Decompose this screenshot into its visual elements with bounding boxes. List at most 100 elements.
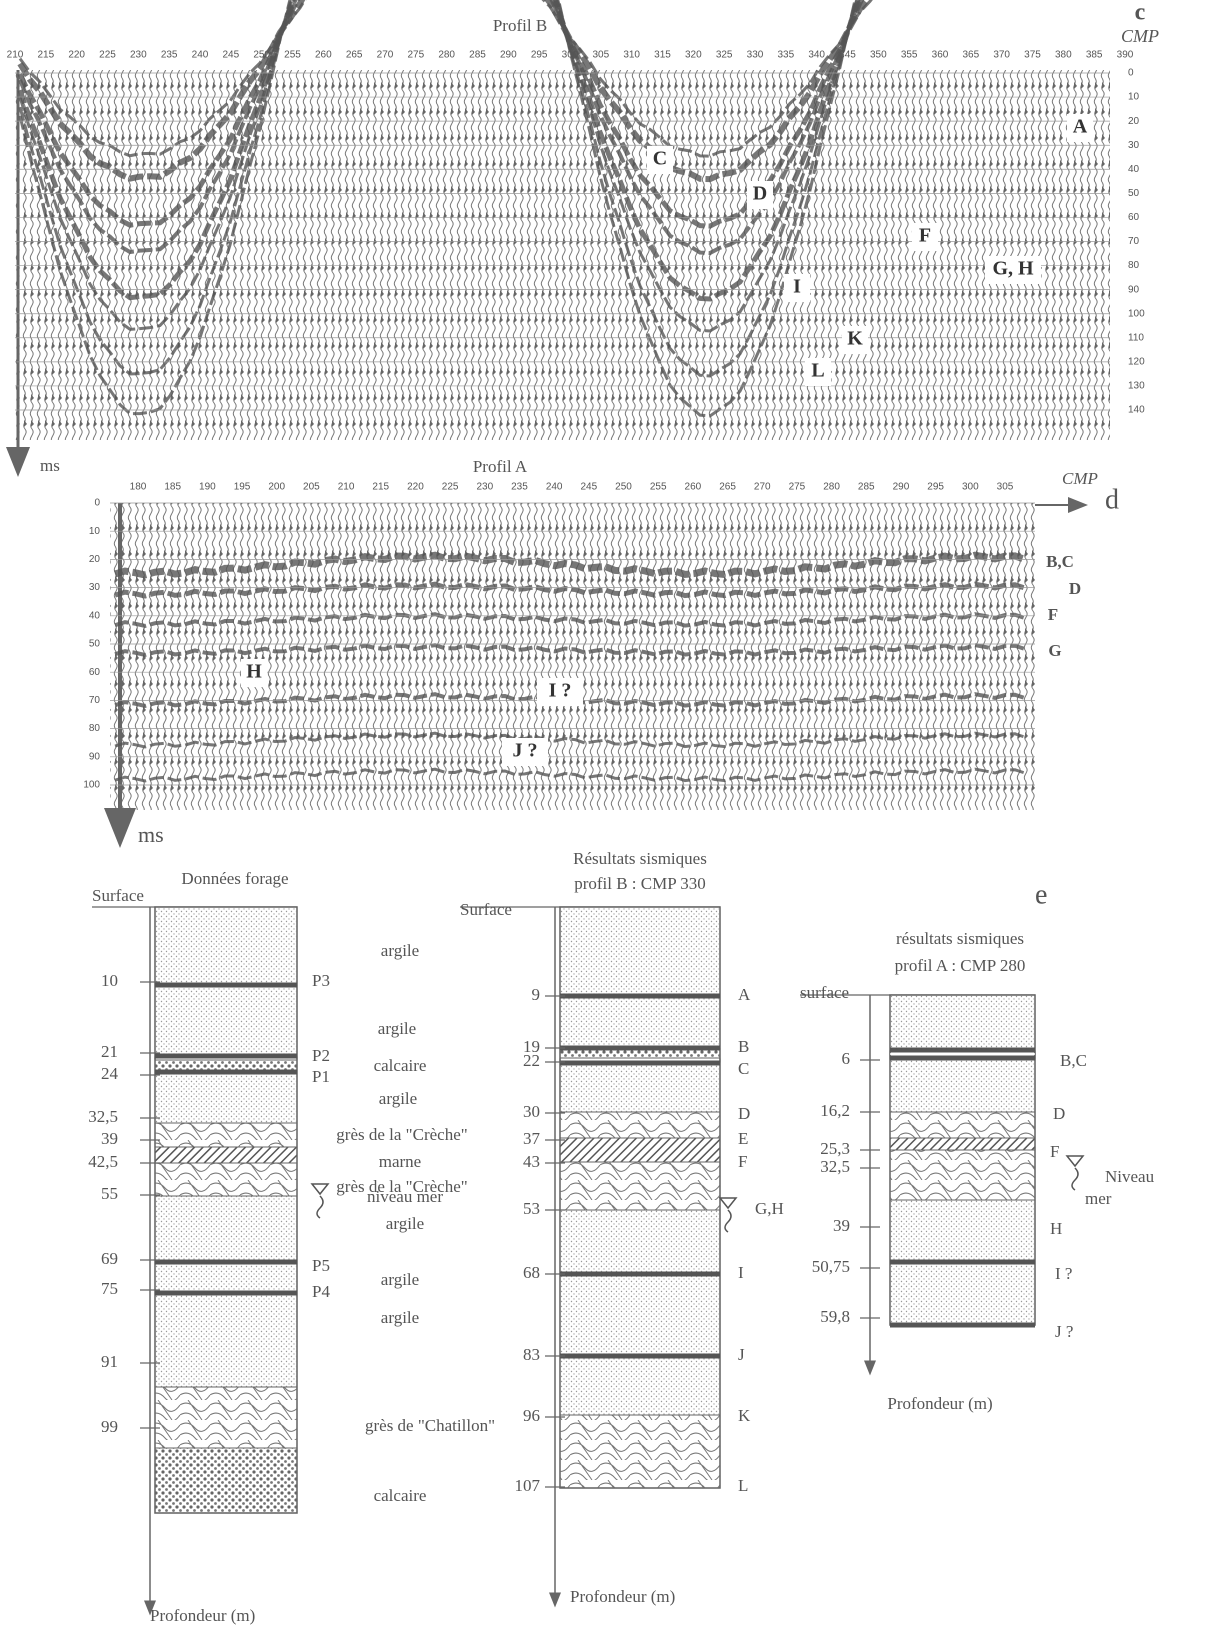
panel-label: c [1135,0,1146,26]
layer-label: grès de "Chatillon" [365,1416,495,1435]
y-tick-label: 110 [1128,332,1144,343]
y-tick-label: 20 [1128,116,1140,127]
layer-label: P4 [312,1282,330,1301]
horizon-label: J ? [513,740,538,762]
seismic-section [110,503,1035,810]
horizon-label: K [847,328,863,350]
layer-label: L [738,1476,748,1495]
log-title: Résultats sismiques [573,849,707,868]
depth-label: 21 [101,1042,118,1061]
x-tick-label: 250 [253,50,270,61]
layer [154,1122,298,1148]
x-tick-label: 370 [993,50,1010,61]
y-tick-label: 40 [89,610,101,621]
layer-label: I [738,1263,744,1282]
x-tick-label: 250 [615,482,632,493]
x-tick-label: 210 [7,50,24,61]
x-tick-label: 200 [268,482,285,493]
axis-label: CMP [1121,26,1159,46]
label-box [784,274,810,302]
x-tick-label: 265 [719,482,736,493]
y-tick-label: 20 [89,554,101,565]
y-tick-label: 140 [1128,405,1145,416]
x-tick-label: 225 [442,482,459,493]
x-tick-label: 350 [870,50,887,61]
horizon-label: D [1069,579,1081,598]
layer-label: P5 [312,1256,330,1275]
depth-label: 16,2 [820,1101,850,1120]
label-box [241,659,267,687]
axis-label: Profondeur (m) [887,1394,992,1413]
depth-label: 99 [101,1417,118,1436]
layer-label: A [738,985,751,1004]
panel-title: Profil B [493,16,547,35]
horizon-label: A [1073,116,1088,138]
layer-label: Niveau [1105,1167,1155,1186]
x-tick-label: 225 [99,50,116,61]
x-tick-label: 385 [1086,50,1103,61]
x-tick-label: 260 [315,50,332,61]
panel-title: Profil A [473,457,528,476]
x-tick-label: 240 [546,482,563,493]
x-tick-label: 265 [346,50,363,61]
y-tick-label: 90 [1128,284,1140,295]
x-tick-label: 320 [685,50,702,61]
layer-label: P3 [312,971,330,990]
x-tick-label: 245 [222,50,239,61]
x-tick-label: 375 [1024,50,1041,61]
y-tick-label: 50 [89,639,101,650]
x-tick-label: 355 [901,50,918,61]
layer [559,1049,721,1059]
y-tick-label: 40 [1128,164,1140,175]
y-tick-label: 60 [89,667,101,678]
x-tick-label: 220 [68,50,85,61]
x-tick-label: 300 [562,50,579,61]
layer-label: P1 [312,1067,330,1086]
label-box [502,738,548,766]
layer [154,1162,298,1197]
x-tick-label: 270 [377,50,394,61]
depth-label: 22 [523,1051,540,1070]
surface-label: Surface [92,886,144,905]
axis-label: Profondeur (m) [570,1587,675,1606]
panel-label: d [1105,484,1119,515]
layer-label: F [738,1152,747,1171]
layer-label: E [738,1129,748,1148]
label-box [747,181,773,209]
x-tick-label: 310 [623,50,640,61]
layer-label: argile [386,1214,424,1233]
y-tick-label: 50 [1128,188,1140,199]
depth-label: 37 [523,1129,541,1148]
horizon-label: G, H [992,258,1034,280]
layer [559,1137,721,1163]
surface-label: Surface [460,900,512,919]
layer [154,984,298,1057]
x-tick-label: 180 [130,482,147,493]
depth-label: 6 [842,1049,851,1068]
y-tick-label: 80 [1128,260,1140,271]
layer-label: B [738,1037,749,1056]
layer-label: calcaire [374,1056,427,1075]
layer-label: F [1050,1142,1059,1161]
depth-label: 75 [101,1279,118,1298]
depth-label: 43 [523,1152,540,1171]
x-tick-label: 275 [789,482,806,493]
label-box [647,146,673,174]
horizon-label: I [793,276,801,298]
x-tick-label: 240 [192,50,209,61]
depth-label: 32,5 [88,1107,118,1126]
reflector [18,0,862,256]
depth-label: 42,5 [88,1152,118,1171]
x-tick-label: 195 [234,482,251,493]
x-tick-label: 335 [777,50,794,61]
x-tick-label: 235 [511,482,528,493]
layer-label: grès de la "Crèche" [336,1177,467,1196]
layer-label: J [738,1345,745,1364]
y-tick-label: 100 [83,780,100,791]
y-tick-label: 60 [1128,212,1140,223]
label-box [1067,114,1093,142]
layer [559,1161,721,1211]
reflector [114,643,1026,658]
layer [154,1447,298,1514]
depth-label: 96 [523,1406,540,1425]
